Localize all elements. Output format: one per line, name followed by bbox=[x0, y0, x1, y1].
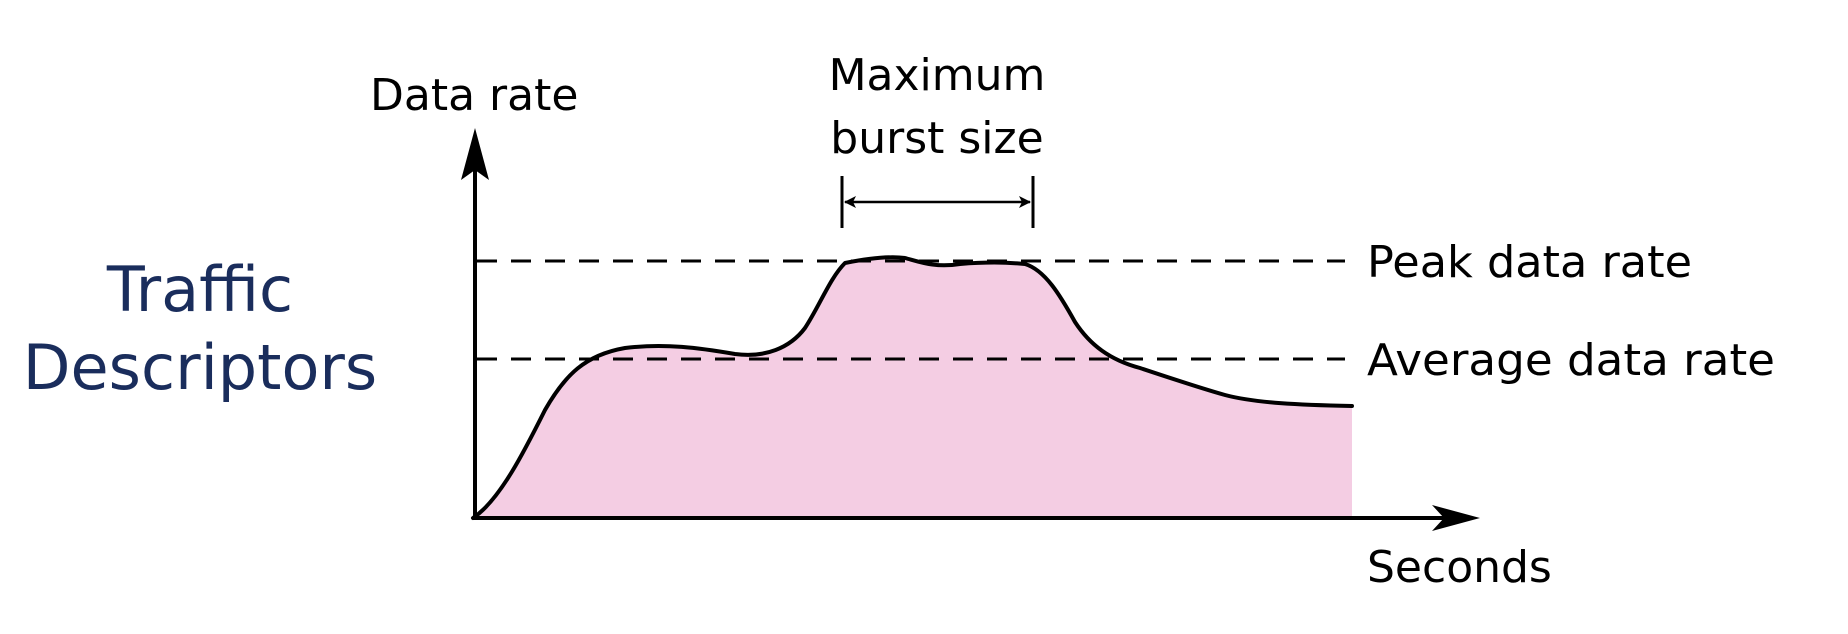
slide-title-line-1: Traffic bbox=[106, 253, 294, 326]
burst-label-line-1: Maximum bbox=[829, 50, 1046, 101]
average-rate-label: Average data rate bbox=[1367, 335, 1775, 386]
burst-label-line-2: burst size bbox=[830, 113, 1043, 164]
x-axis-label: Seconds bbox=[1367, 542, 1552, 593]
y-axis-arrow-icon bbox=[461, 128, 489, 180]
peak-rate-label: Peak data rate bbox=[1367, 237, 1692, 288]
traffic-area-fill bbox=[473, 257, 1352, 518]
x-axis-arrow-icon bbox=[1432, 505, 1480, 531]
traffic-curve bbox=[471, 255, 1354, 520]
slide-title-line-2: Descriptors bbox=[22, 331, 378, 404]
y-axis-label: Data rate bbox=[370, 70, 578, 121]
